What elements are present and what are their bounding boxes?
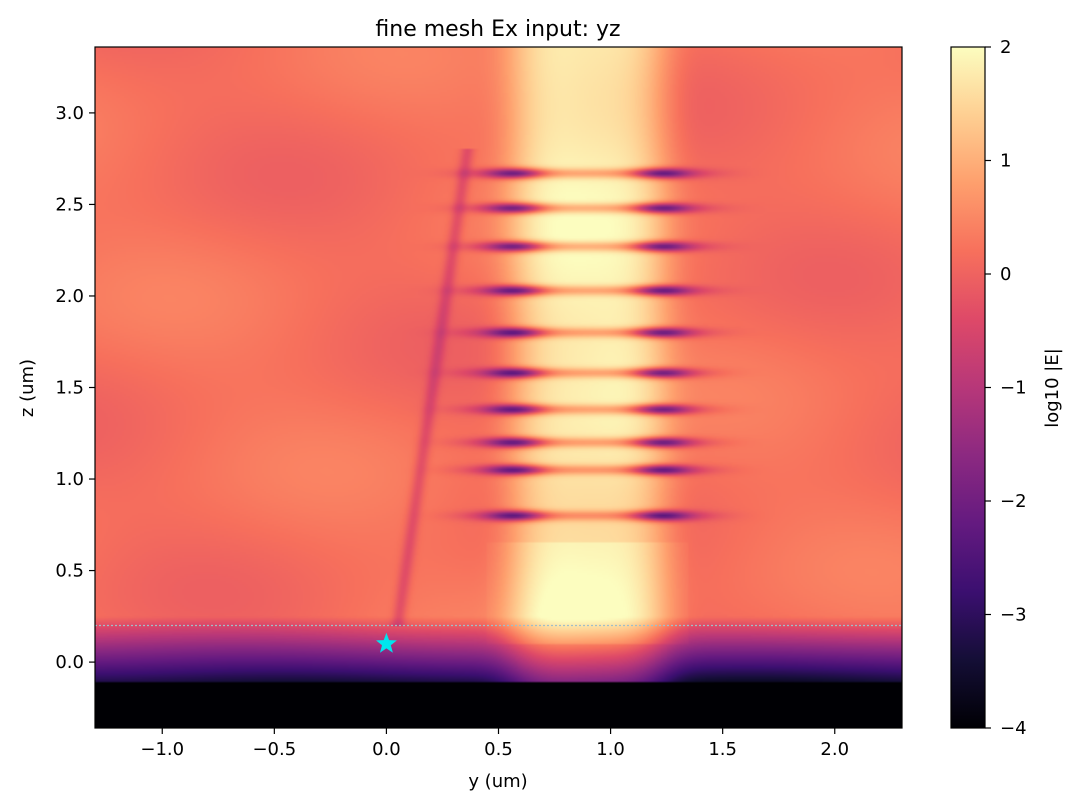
colorbar: −4 −3 −2 −1 0 1 2 log10 |E| <box>950 37 1063 739</box>
colorbar-tick-label: 2 <box>1000 37 1011 58</box>
y-axis-ticks: 0.0 0.5 1.0 1.5 2.0 2.5 3.0 <box>55 103 95 673</box>
y-tick-label: 0.5 <box>55 561 84 582</box>
field-heatmap-image <box>95 47 902 728</box>
colorbar-ticks: −4 −3 −2 −1 0 1 2 <box>985 37 1027 739</box>
y-tick-label: 1.0 <box>55 469 84 490</box>
colorbar-gradient <box>950 46 986 729</box>
colorbar-tick-label: 1 <box>1000 151 1011 172</box>
colorbar-tick-label: −3 <box>1000 605 1027 626</box>
x-tick-label: 1.0 <box>596 739 625 760</box>
colorbar-label: log10 |E| <box>1042 348 1063 428</box>
x-axis-ticks: −1.0 −0.5 0.0 0.5 1.0 1.5 2.0 <box>140 728 849 760</box>
y-tick-label: 0.0 <box>55 652 84 673</box>
colorbar-tick-label: −2 <box>1000 491 1027 512</box>
y-tick-label: 1.5 <box>55 378 84 399</box>
y-tick-label: 2.5 <box>55 194 84 215</box>
y-tick-label: 3.0 <box>55 103 84 124</box>
x-tick-label: 0.5 <box>484 739 513 760</box>
y-axis-label: z (um) <box>17 359 38 417</box>
x-tick-label: 0.0 <box>372 739 401 760</box>
source-star-marker <box>376 632 397 653</box>
x-tick-label: −1.0 <box>140 739 184 760</box>
colorbar-tick-label: 0 <box>1000 264 1011 285</box>
chart-title: fine mesh Ex input: yz <box>375 17 620 42</box>
colorbar-tick-label: −4 <box>1000 718 1027 739</box>
heatmap-area <box>95 47 902 728</box>
colorbar-tick-label: −1 <box>1000 378 1027 399</box>
x-tick-label: 1.5 <box>708 739 737 760</box>
x-tick-label: −0.5 <box>252 739 296 760</box>
x-axis-label: y (um) <box>468 771 527 792</box>
x-tick-label: 2.0 <box>820 739 849 760</box>
y-tick-label: 2.0 <box>55 286 84 307</box>
